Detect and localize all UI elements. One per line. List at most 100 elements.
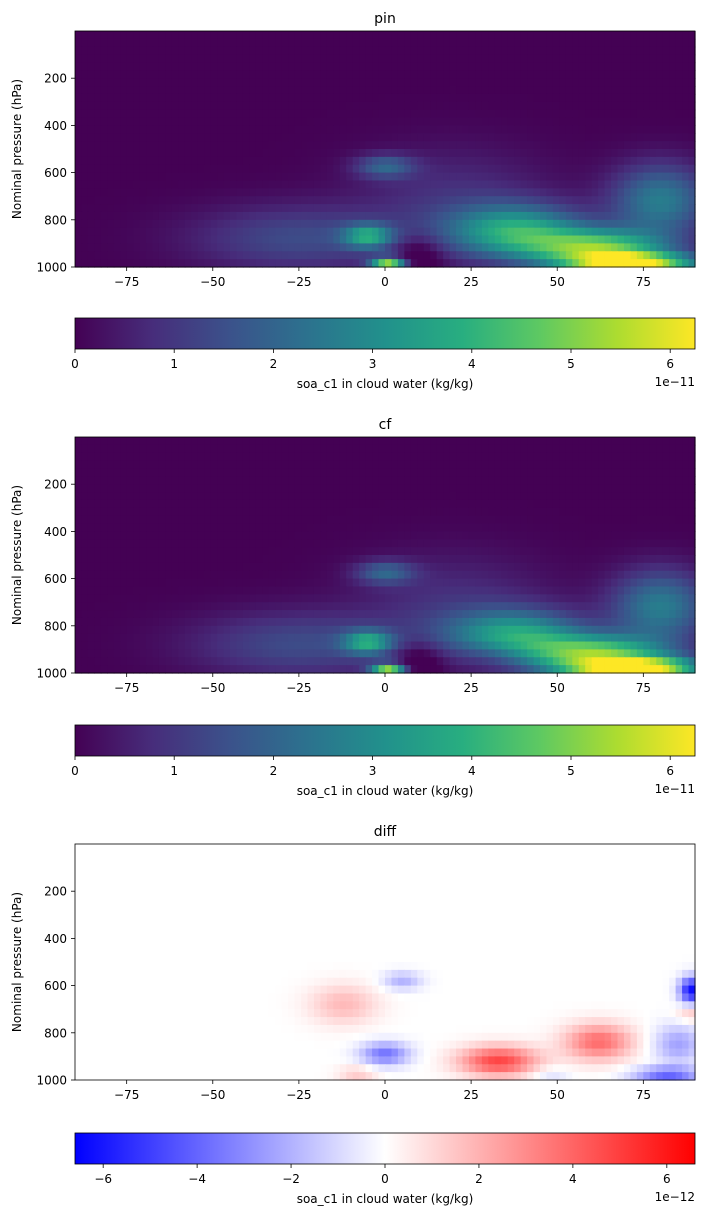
heatmap-cell [242, 164, 250, 174]
heatmap-cell [520, 227, 528, 237]
heatmap-cell [585, 93, 593, 103]
heatmap-cell [527, 578, 535, 588]
heatmap-cell [585, 117, 593, 126]
heatmap-cell [404, 211, 412, 221]
heatmap-cell [488, 555, 496, 564]
heatmap-cell [585, 515, 593, 525]
heatmap-cell [617, 515, 625, 525]
heatmap-cell [669, 586, 677, 595]
heatmap-cell [675, 156, 683, 166]
heatmap-cell [75, 117, 83, 126]
heatmap-cell [372, 570, 380, 580]
heatmap-cell [133, 125, 141, 134]
heatmap-cell [262, 578, 270, 588]
heatmap-cell [649, 444, 657, 454]
heatmap-cell [171, 31, 179, 40]
heatmap-cell [617, 93, 625, 103]
heatmap-cell [669, 101, 677, 111]
heatmap-cell [152, 437, 160, 446]
heatmap-cell [559, 78, 567, 87]
heatmap-cell [255, 156, 263, 166]
heatmap-cell [94, 180, 102, 189]
heatmap-cell [191, 93, 199, 103]
heatmap-cell [585, 164, 593, 174]
heatmap-cell [255, 507, 263, 517]
heatmap-cell [656, 46, 664, 56]
heatmap-cell [391, 196, 399, 205]
heatmap-cell [507, 476, 515, 485]
heatmap-cell [197, 86, 205, 95]
heatmap-cell [501, 444, 509, 454]
heatmap-cell [372, 204, 380, 213]
heatmap-cell [230, 117, 238, 126]
heatmap-cell [385, 117, 393, 126]
heatmap-cell [417, 204, 425, 213]
heatmap-cell [184, 484, 192, 493]
y-tick-label: 800 [44, 213, 67, 227]
heatmap-cell [346, 133, 354, 142]
heatmap-cell [197, 235, 205, 244]
heatmap-cell [468, 547, 477, 556]
heatmap-cell [146, 555, 154, 564]
heatmap-cell [171, 93, 179, 103]
heatmap-cell [372, 54, 380, 64]
heatmap-cell [178, 507, 186, 517]
heatmap-cell [501, 586, 509, 595]
heatmap-cell [481, 468, 489, 477]
heatmap-cell [481, 507, 489, 517]
heatmap-cell [449, 62, 457, 71]
heatmap-cell [682, 243, 690, 252]
heatmap-cell [171, 149, 179, 158]
heatmap-cell [585, 562, 593, 572]
heatmap-cell [165, 235, 173, 244]
heatmap-cell [184, 235, 192, 244]
heatmap-cell [139, 141, 147, 150]
heatmap-cell [217, 70, 225, 79]
heatmap-cell [656, 547, 664, 556]
heatmap-cell [197, 452, 205, 462]
heatmap-cell [346, 468, 354, 477]
heatmap-cell [268, 93, 276, 103]
heatmap-cell [572, 235, 580, 244]
heatmap-cell [139, 578, 147, 588]
heatmap-cell [268, 515, 276, 525]
heatmap-cell [120, 507, 128, 517]
heatmap-cell [462, 507, 470, 517]
heatmap-cell [481, 562, 489, 572]
heatmap-cell [552, 460, 560, 470]
heatmap-cell [339, 555, 347, 564]
heatmap-cell [346, 586, 354, 595]
heatmap-cell [585, 125, 593, 134]
heatmap-cell [552, 211, 560, 221]
heatmap-cell [436, 101, 444, 111]
heatmap-cell [488, 251, 496, 260]
heatmap-cell [430, 141, 438, 150]
heatmap-cell [249, 515, 257, 525]
colorbar-tick-label: 6 [666, 357, 674, 371]
heatmap-cell [507, 196, 515, 205]
heatmap-cell [236, 594, 244, 603]
heatmap-cell [133, 117, 141, 126]
heatmap-cell [152, 562, 160, 572]
heatmap-cell [669, 133, 677, 142]
heatmap-cell [688, 492, 696, 501]
heatmap-cell [158, 54, 167, 64]
heatmap-cell [501, 523, 509, 532]
heatmap-cell [223, 452, 231, 462]
heatmap-cell [171, 188, 179, 197]
heatmap-cell [242, 172, 250, 182]
heatmap-cell [611, 468, 619, 477]
heatmap-cell [204, 125, 212, 134]
heatmap-cell [236, 507, 244, 517]
heatmap-cell [301, 484, 309, 493]
heatmap-cell [171, 586, 179, 595]
heatmap-cell [559, 38, 567, 48]
heatmap-cell [462, 164, 470, 174]
heatmap-cell [301, 437, 309, 446]
heatmap-cell [410, 259, 418, 268]
heatmap-cell [139, 54, 147, 64]
heatmap-cell [501, 125, 509, 134]
heatmap-cell [133, 204, 141, 213]
heatmap-cell [217, 251, 225, 260]
